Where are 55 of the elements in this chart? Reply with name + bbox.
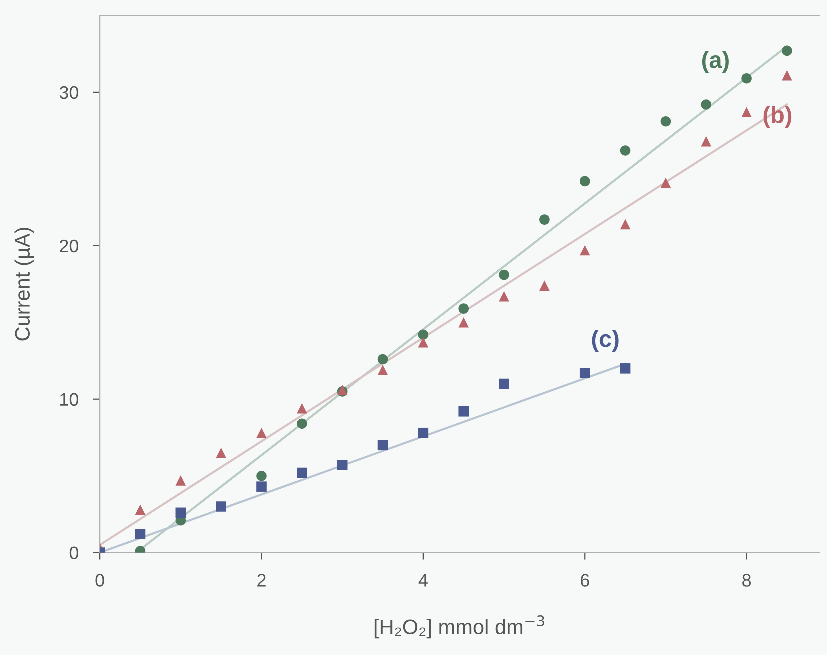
point	[176, 508, 186, 518]
y-tick-label: 0	[70, 546, 79, 560]
x-axis-title: [H₂O₂] mmol dm$^{−3}$	[374, 615, 544, 639]
x-tick-label: 4	[418, 574, 428, 587]
point	[135, 504, 146, 515]
point	[378, 365, 388, 376]
point	[458, 304, 470, 314]
point	[458, 406, 470, 417]
point	[216, 448, 226, 458]
y-tick-label: 20	[60, 240, 79, 253]
point	[660, 116, 672, 127]
point	[378, 354, 388, 365]
point	[580, 245, 590, 256]
point	[499, 291, 510, 302]
point	[540, 280, 550, 291]
x-tick-label: 6	[581, 574, 590, 587]
point	[297, 468, 308, 478]
point	[580, 368, 590, 378]
point	[660, 178, 672, 188]
y-tick-label: 10	[60, 393, 79, 406]
x-tick-label: 2	[258, 574, 266, 587]
point	[620, 219, 631, 230]
point	[135, 529, 146, 540]
point	[297, 418, 308, 430]
point	[580, 176, 590, 187]
point	[256, 482, 267, 492]
x-tick-label: 8	[742, 574, 752, 587]
series-label: (a)	[702, 51, 729, 74]
x-tick-label: 0	[96, 574, 104, 587]
point	[418, 337, 429, 348]
y-axis-title: Current (µA)	[14, 228, 34, 341]
point	[701, 136, 712, 147]
point	[256, 428, 267, 438]
point	[742, 73, 752, 84]
point	[782, 46, 792, 56]
point	[701, 100, 712, 110]
point	[337, 460, 348, 470]
point	[499, 270, 510, 280]
y-tick-label: 30	[60, 86, 79, 100]
series-label: (b)	[764, 106, 792, 128]
point	[216, 502, 226, 512]
point	[620, 364, 631, 374]
point	[176, 476, 186, 486]
point	[458, 317, 470, 328]
point	[620, 146, 631, 156]
point	[256, 470, 267, 482]
point	[418, 428, 429, 438]
series-label: (c)	[592, 330, 619, 352]
point	[297, 403, 308, 414]
point	[742, 107, 752, 118]
point	[499, 378, 510, 390]
point	[418, 330, 429, 340]
point	[540, 214, 550, 225]
point	[782, 70, 792, 81]
point	[378, 440, 388, 451]
